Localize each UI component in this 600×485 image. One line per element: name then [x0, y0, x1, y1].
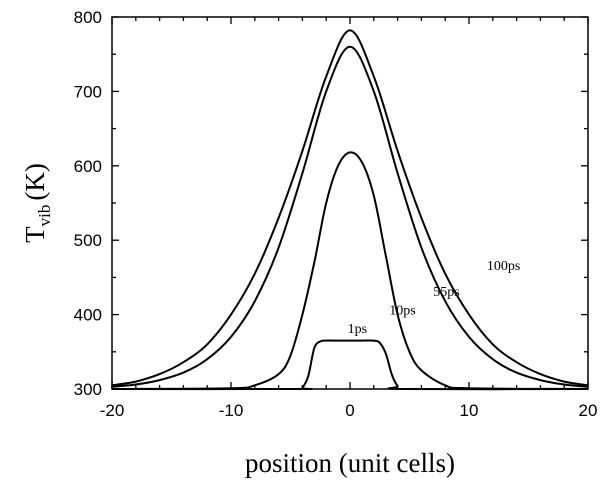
- y-tick-label-4: 700: [74, 82, 102, 101]
- axis-ticks: [111, 16, 589, 390]
- x-axis-title: position (unit cells): [245, 448, 455, 478]
- curve-label-1ps: 1ps: [348, 322, 367, 337]
- y-tick-label-5: 800: [74, 8, 102, 27]
- y-axis-title-unit: (K): [20, 163, 50, 200]
- x-tick-label-2: 0: [345, 401, 354, 420]
- x-tick-labels: -20 -10 0 10 20: [100, 401, 598, 420]
- series-line-100ps: [111, 29, 589, 387]
- curve-label-10ps: 10ps: [389, 304, 415, 319]
- curve-labels: 1ps 10ps 55ps 100ps: [348, 259, 521, 337]
- x-tick-label-0: -20: [100, 401, 125, 420]
- series-line-55ps: [111, 45, 589, 388]
- x-tick-label-1: -10: [219, 401, 244, 420]
- curve-label-100ps: 100ps: [487, 259, 520, 274]
- y-tick-label-2: 500: [74, 231, 102, 250]
- x-tick-label-4: 20: [579, 401, 598, 420]
- y-tick-label-3: 600: [74, 157, 102, 176]
- x-tick-label-3: 10: [460, 401, 479, 420]
- y-axis-title: Tvib (K): [20, 163, 54, 243]
- y-tick-labels: 300 400 500 600 700 800: [74, 8, 102, 399]
- series-line-1ps: [111, 339, 589, 391]
- y-tick-label-0: 300: [74, 380, 102, 399]
- y-axis-title-main: T: [20, 226, 50, 243]
- curve-label-55ps: 55ps: [433, 285, 459, 300]
- series-curves: [111, 29, 589, 391]
- y-axis-title-sub: vib: [35, 205, 54, 227]
- series-line-10ps: [111, 151, 589, 390]
- y-tick-label-1: 400: [74, 306, 102, 325]
